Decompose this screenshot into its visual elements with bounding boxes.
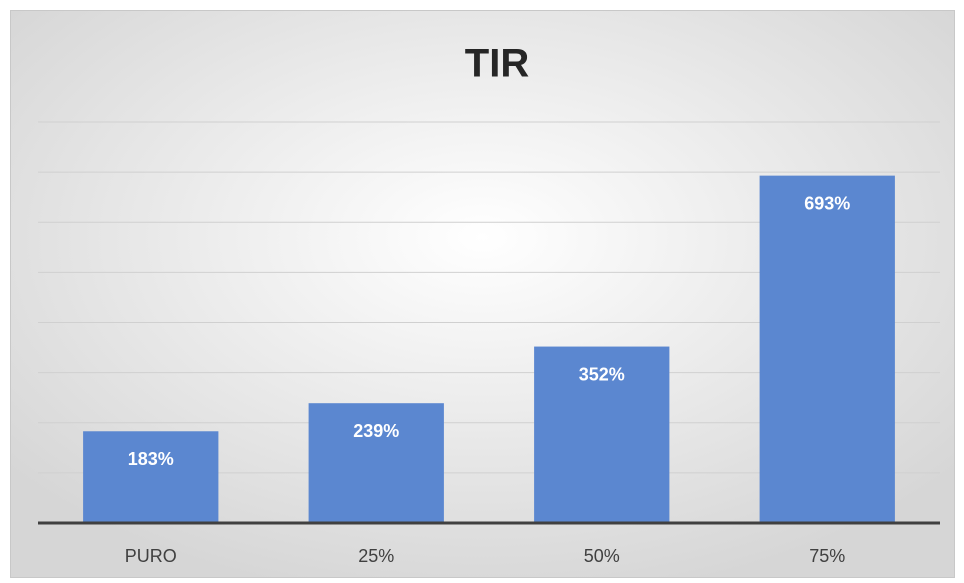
data-label: 693% [804, 193, 850, 213]
data-label: 239% [353, 421, 399, 441]
x-tick-label: PURO [125, 546, 177, 566]
x-tick-label: 50% [584, 546, 620, 566]
x-tick-label: 25% [358, 546, 394, 566]
bar [83, 431, 219, 523]
bar [308, 403, 444, 523]
data-label: 352% [579, 364, 625, 384]
bar [759, 175, 895, 524]
chart-title: TIR [465, 42, 530, 86]
data-label: 183% [128, 449, 174, 469]
bar [534, 346, 670, 523]
x-tick-label: 75% [809, 546, 845, 566]
